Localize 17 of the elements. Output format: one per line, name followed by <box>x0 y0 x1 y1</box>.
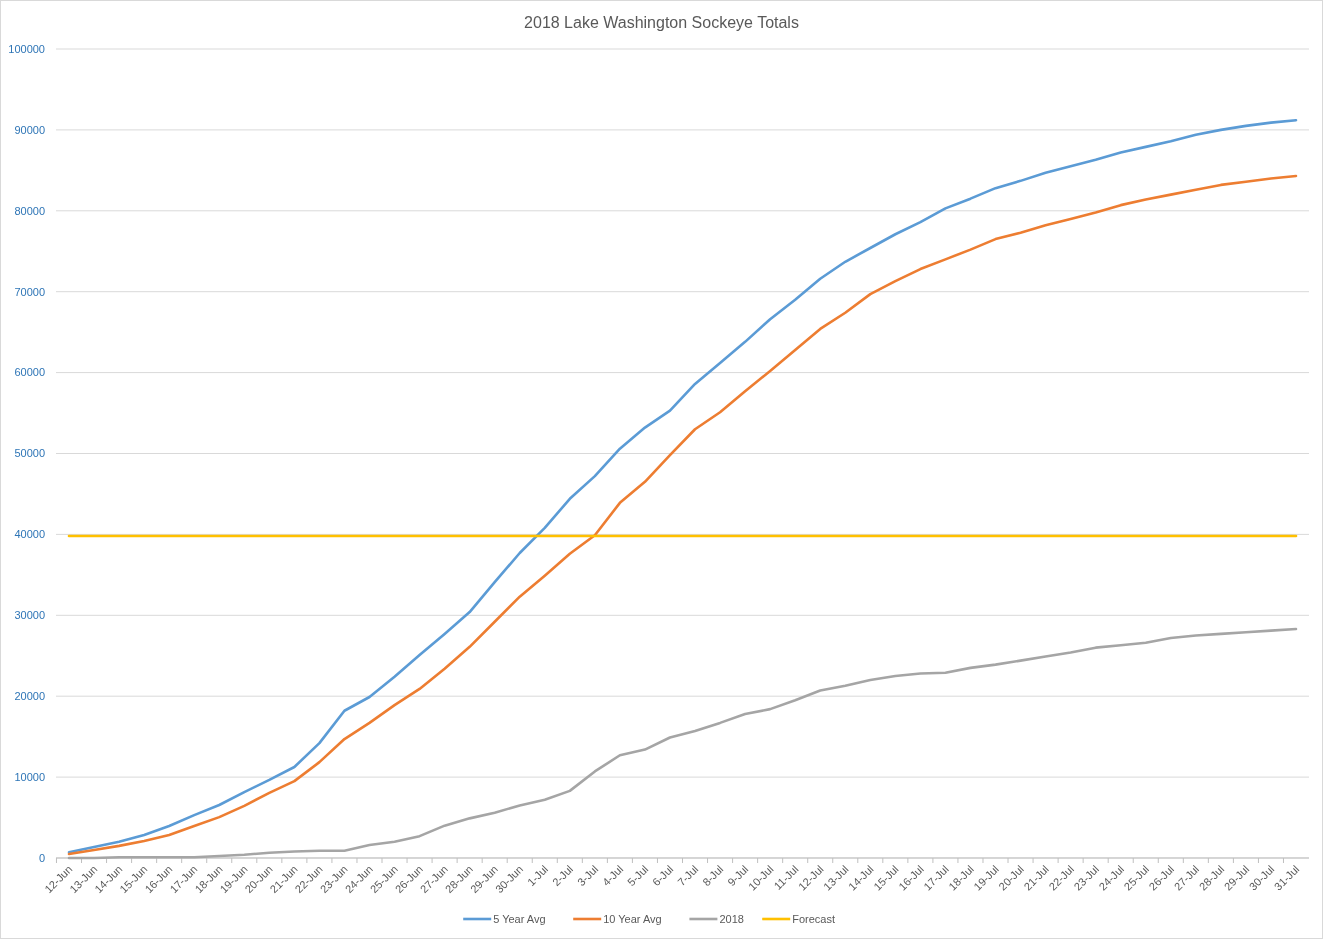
y-tick-label: 60000 <box>14 366 45 379</box>
y-tick-label: 0 <box>38 851 45 864</box>
y-tick-label: 50000 <box>14 447 45 460</box>
legend-label: 2018 <box>719 912 744 925</box>
y-tick-label: 10000 <box>14 770 45 783</box>
y-tick-label: 40000 <box>14 528 45 541</box>
y-tick-label: 70000 <box>14 285 45 298</box>
y-tick-label: 30000 <box>14 609 45 622</box>
y-tick-label: 90000 <box>14 123 45 136</box>
y-tick-label: 80000 <box>14 204 45 217</box>
legend-label: 5 Year Avg <box>493 912 546 925</box>
legend-label: 10 Year Avg <box>603 912 662 925</box>
y-tick-label: 20000 <box>14 690 45 703</box>
line-series <box>67 627 1298 860</box>
legend-label: Forecast <box>792 912 835 925</box>
y-tick-label: 100000 <box>8 42 45 55</box>
chart-title: 2018 Lake Washington Sockeye Totals <box>524 14 799 31</box>
